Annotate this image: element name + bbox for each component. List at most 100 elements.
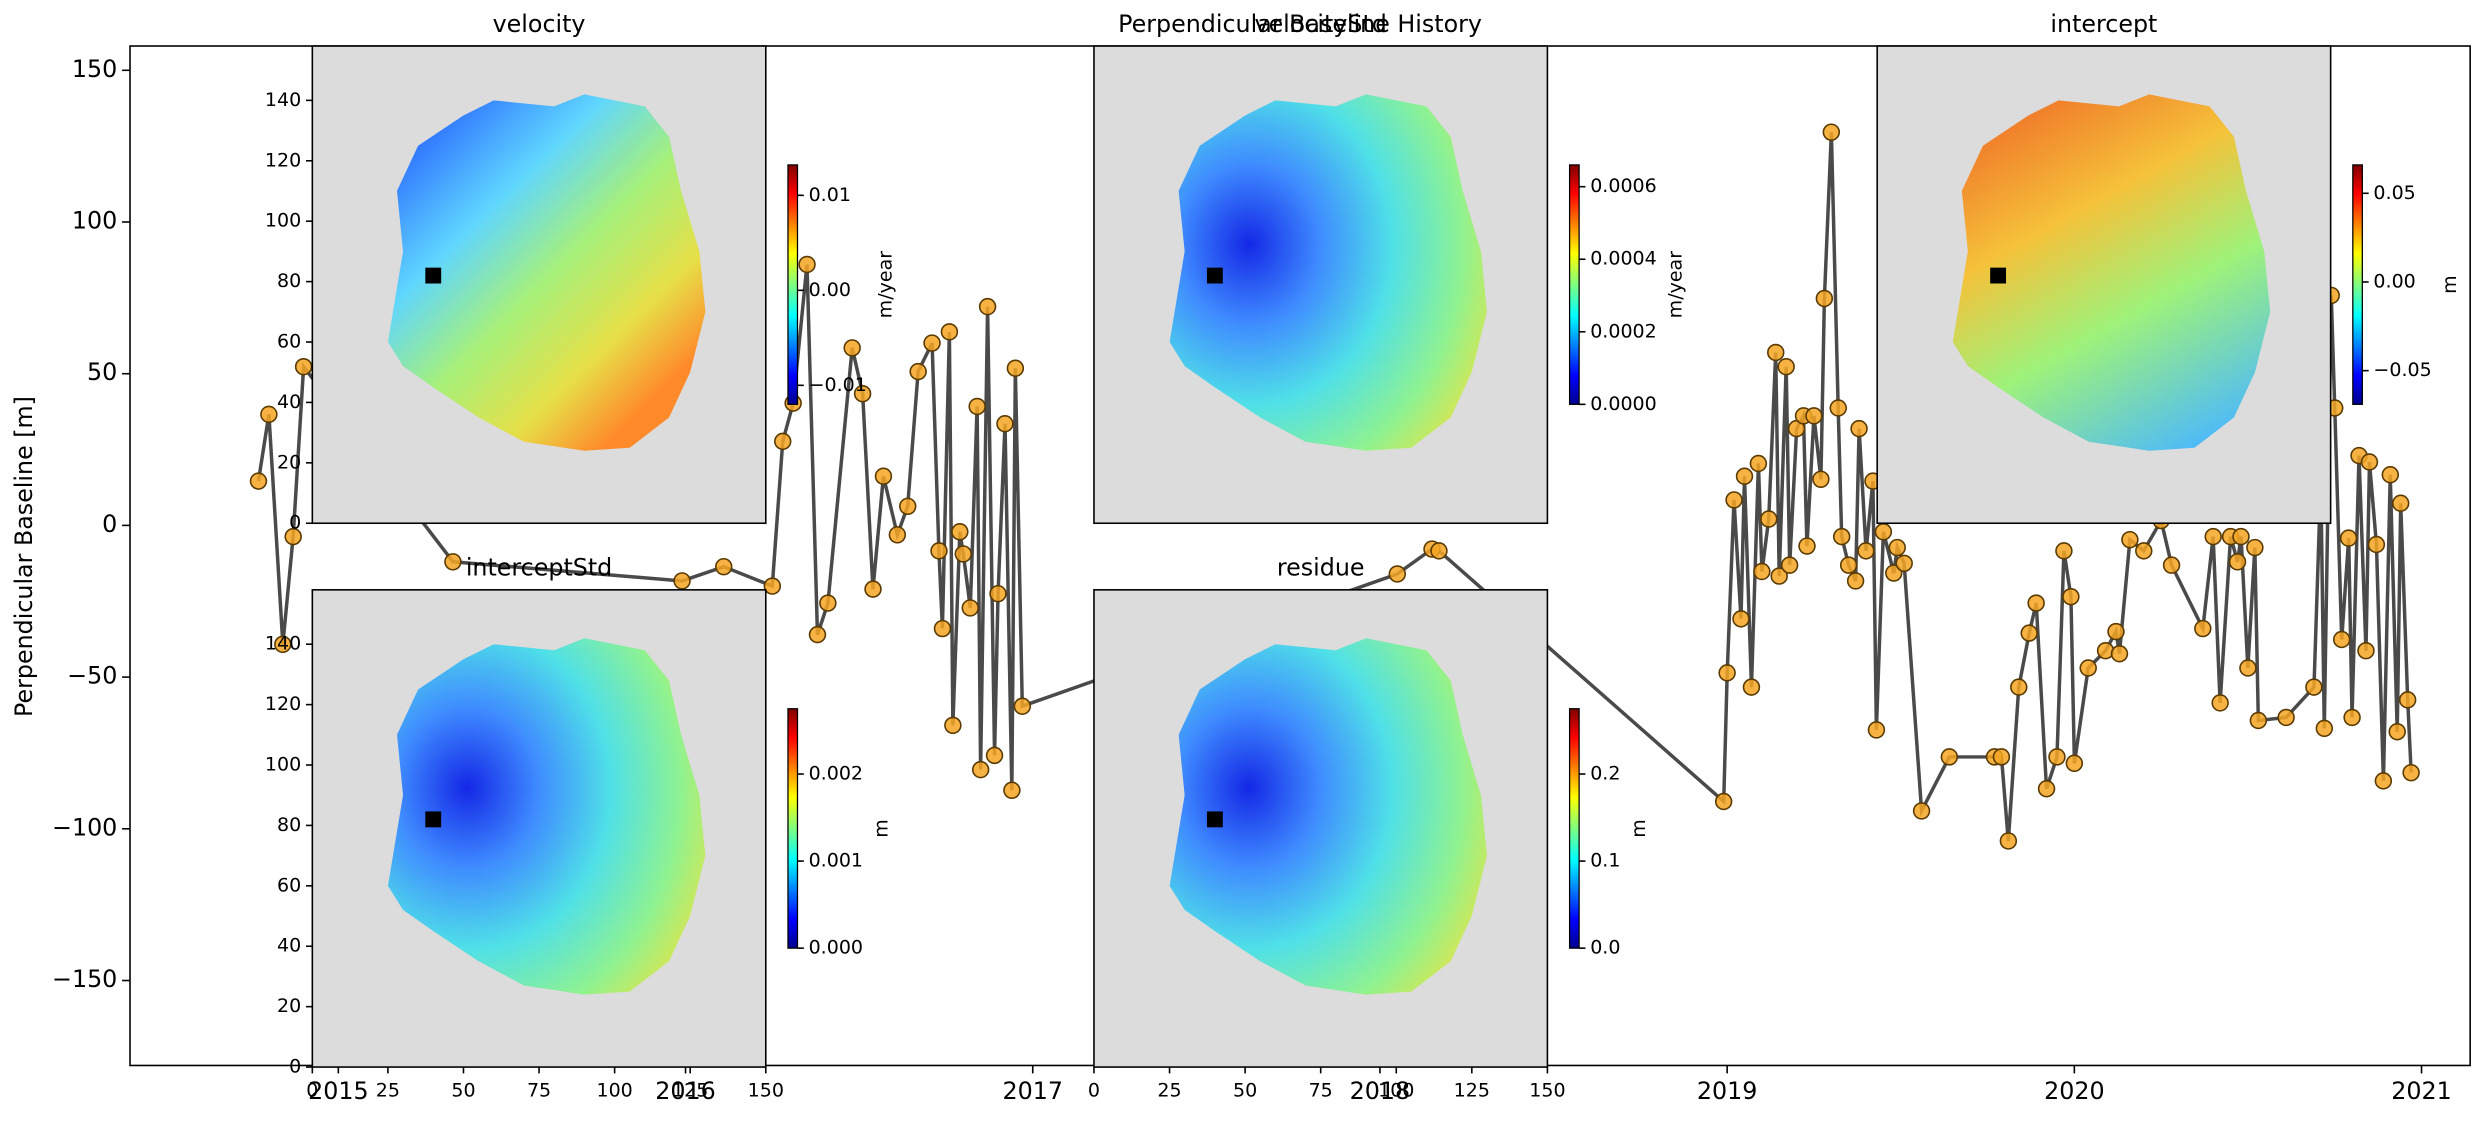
acquisition-point bbox=[2374, 772, 2393, 790]
acquisition-point bbox=[294, 358, 313, 376]
panel-y-tick-label: 100 bbox=[265, 210, 301, 232]
acquisition-point bbox=[1999, 832, 2018, 850]
acquisition-point bbox=[2343, 708, 2361, 727]
acquisition-point bbox=[1753, 562, 1771, 581]
map-area bbox=[387, 94, 706, 451]
panel-y-tick-label: 140 bbox=[265, 89, 301, 111]
y-axis-label: Perpendicular Baseline [m] bbox=[10, 396, 38, 717]
acquisition-point bbox=[1770, 567, 1788, 585]
acquisition-point bbox=[2391, 494, 2410, 512]
acquisition-point bbox=[1777, 358, 1795, 376]
x-tick-label: 2016 bbox=[655, 1077, 715, 1105]
acquisition-point bbox=[2162, 556, 2181, 574]
acquisition-point bbox=[923, 334, 941, 352]
x-tick-label: 2020 bbox=[2044, 1077, 2104, 1105]
map-area bbox=[387, 638, 706, 995]
colorbar-label: m bbox=[1628, 819, 1650, 838]
colorbar-tick-label: 0.01 bbox=[809, 184, 851, 206]
colorbar-tick-label: 0.05 bbox=[2373, 182, 2415, 204]
acquisition-point bbox=[2332, 630, 2351, 649]
panel-x-tick-label: 50 bbox=[1233, 1079, 1257, 1101]
acquisition-point bbox=[1780, 556, 1799, 574]
colorbar-tick-label: −0.01 bbox=[809, 374, 867, 396]
reference-point bbox=[425, 811, 442, 828]
colorbar-tick-label: 0.0002 bbox=[1590, 320, 1657, 342]
acquisition-point bbox=[1888, 538, 1906, 557]
acquisition-point bbox=[1895, 554, 1913, 573]
chart-title: Perpendicular Baseline History bbox=[1118, 10, 1482, 38]
acquisition-point bbox=[989, 584, 1007, 603]
acquisition-point bbox=[1760, 510, 1778, 528]
panel-y-tick-label: 20 bbox=[277, 995, 301, 1017]
acquisition-point bbox=[1735, 467, 1754, 485]
colorbar-tick-label: 0.00 bbox=[809, 279, 851, 301]
acquisition-point bbox=[1850, 419, 1868, 438]
acquisition-point bbox=[888, 526, 907, 544]
acquisition-point bbox=[985, 746, 1004, 765]
reference-point bbox=[425, 267, 442, 284]
panel-title: interceptStd bbox=[466, 554, 612, 582]
y-tick-label: 0 bbox=[102, 510, 117, 538]
map-area bbox=[1952, 94, 2271, 451]
acquisition-point bbox=[2055, 542, 2073, 560]
acquisition-point bbox=[1725, 491, 1743, 509]
colorbar-tick-label: 0.0 bbox=[1590, 937, 1620, 959]
acquisition-point bbox=[2228, 553, 2247, 571]
panel-x-tick-label: 25 bbox=[1157, 1079, 1181, 1101]
acquisition-point bbox=[1832, 527, 1851, 546]
panel-title: intercept bbox=[2050, 10, 2157, 38]
panel-y-tick-label: 120 bbox=[265, 693, 301, 715]
panel-x-tick-label: 0 bbox=[1088, 1079, 1100, 1101]
acquisition-point bbox=[2020, 624, 2038, 642]
colorbar-tick-label: 0.00 bbox=[2373, 270, 2415, 292]
colorbar bbox=[2352, 164, 2363, 405]
panel-x-tick-label: 0 bbox=[306, 1079, 318, 1101]
panel-x-tick-label: 150 bbox=[748, 1079, 784, 1101]
acquisition-point bbox=[2381, 466, 2400, 484]
acquisition-point bbox=[1798, 537, 1816, 555]
acquisition-point bbox=[1992, 748, 2011, 766]
panel-x-tick-label: 75 bbox=[1309, 1079, 1333, 1101]
acquisition-point bbox=[1749, 454, 1768, 473]
x-tick-label: 2019 bbox=[1697, 1077, 1757, 1105]
y-tick-label: −50 bbox=[67, 662, 117, 690]
acquisition-point bbox=[1912, 802, 1931, 820]
panel-x-tick-label: 150 bbox=[1529, 1079, 1565, 1101]
panel-y-tick-label: 80 bbox=[277, 270, 301, 292]
x-tick-label: 2021 bbox=[2391, 1077, 2451, 1105]
acquisition-point bbox=[1867, 721, 1886, 739]
acquisition-point bbox=[961, 599, 979, 617]
acquisition-point bbox=[2357, 641, 2375, 660]
acquisition-point bbox=[2305, 678, 2323, 696]
y-tick-label: 150 bbox=[72, 55, 117, 83]
acquisition-point bbox=[2211, 694, 2229, 712]
acquisition-point bbox=[899, 497, 917, 516]
colorbar-tick-label: 0.002 bbox=[809, 763, 863, 785]
acquisition-point bbox=[2388, 723, 2406, 741]
acquisition-point bbox=[249, 472, 268, 490]
acquisition-point bbox=[284, 527, 302, 546]
acquisition-point bbox=[1940, 748, 1959, 766]
panel-y-tick-label: 60 bbox=[277, 874, 301, 896]
acquisition-point bbox=[1430, 542, 1448, 560]
acquisition-point bbox=[798, 255, 816, 274]
acquisition-point bbox=[978, 297, 997, 316]
panel-y-tick-label: 40 bbox=[277, 391, 301, 413]
panel-x-tick-label: 100 bbox=[1378, 1079, 1414, 1101]
acquisition-point bbox=[2204, 527, 2222, 546]
colorbar-tick-label: 0.0000 bbox=[1590, 393, 1657, 415]
acquisition-point bbox=[2367, 535, 2386, 554]
panel-x-tick-label: 75 bbox=[527, 1079, 551, 1101]
y-tick-label: −100 bbox=[52, 813, 117, 841]
colorbar-label: m/year bbox=[1664, 251, 1686, 319]
acquisition-point bbox=[2339, 529, 2358, 547]
acquisition-point bbox=[1742, 678, 1761, 696]
acquisition-point bbox=[274, 635, 292, 654]
acquisition-point bbox=[940, 323, 959, 341]
acquisition-point bbox=[1829, 399, 1847, 417]
panel-x-tick-label: 50 bbox=[451, 1079, 475, 1101]
acquisition-point bbox=[2079, 659, 2097, 677]
acquisition-point bbox=[763, 577, 782, 595]
panel-y-tick-label: 80 bbox=[277, 814, 301, 836]
acquisition-point bbox=[2232, 527, 2250, 546]
